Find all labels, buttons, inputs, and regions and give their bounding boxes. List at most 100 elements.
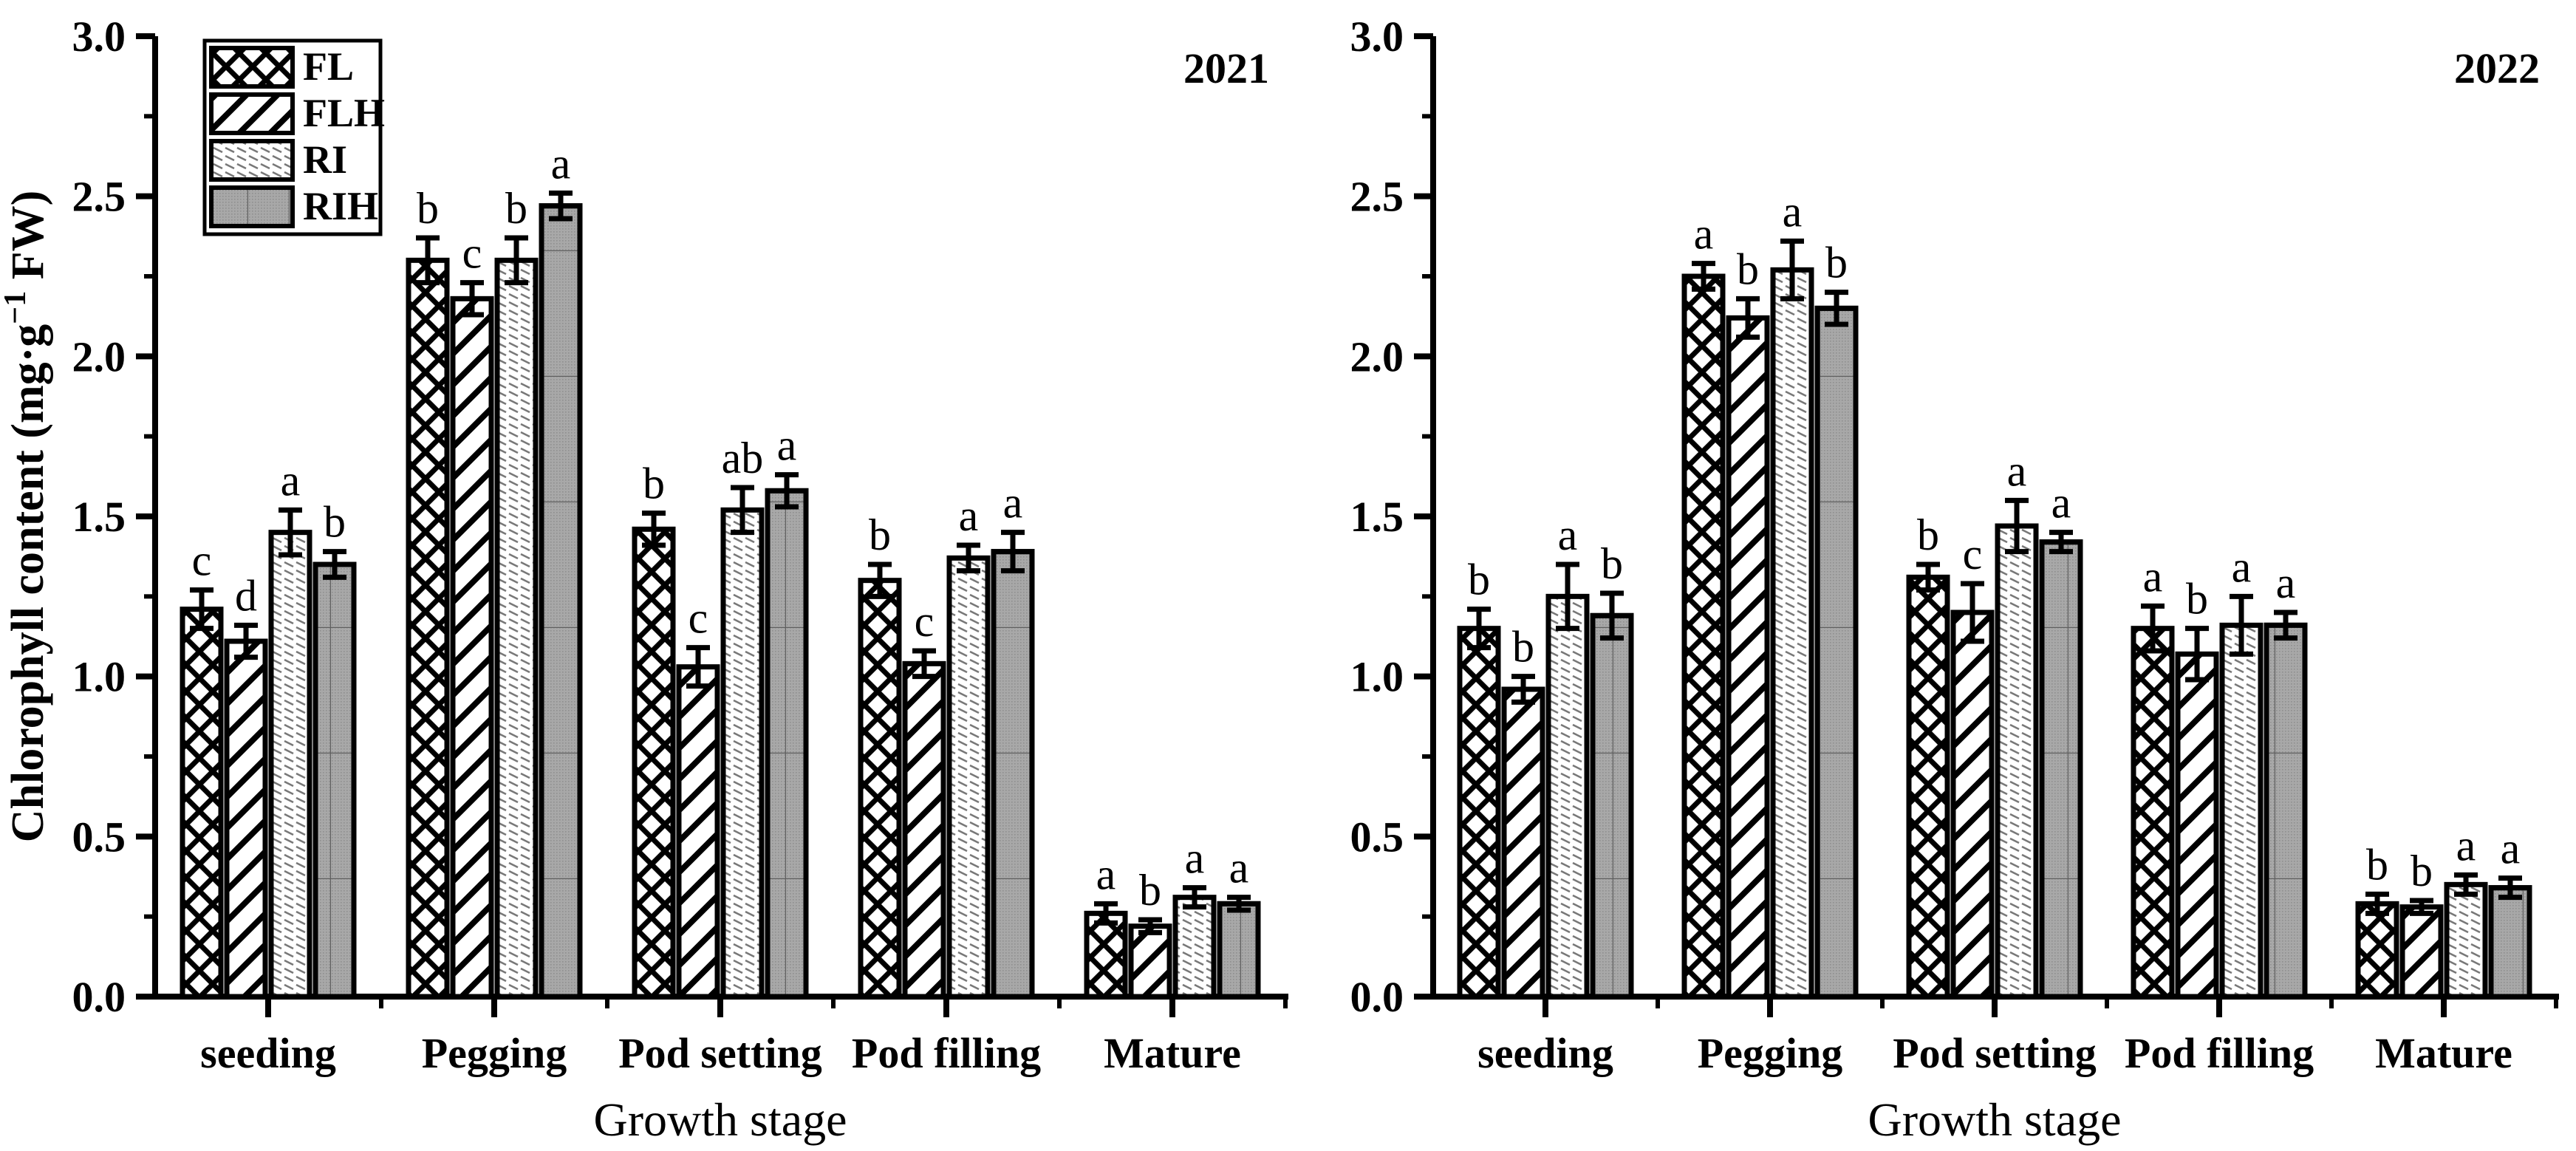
panel-2022: 0.0 0.5 1.0 1.5 2.0 2.5 3.0 seeding Pegging Pod s…: [1350, 13, 2559, 1146]
significance-letter: a: [1185, 834, 1205, 883]
significance-letter: a: [2051, 479, 2071, 527]
bar-FLH-2: [1950, 609, 1995, 1000]
y-tick-label: 1.0: [72, 653, 126, 701]
bar-RI-0: [268, 530, 312, 1000]
bar-grid-overlay: [991, 549, 1035, 1000]
y-tick-label: 3.0: [72, 13, 126, 61]
x-category-label: Mature: [2375, 1029, 2512, 1077]
y-tick-label: 2.0: [1350, 332, 1404, 380]
significance-letter: b: [1468, 556, 1490, 604]
significance-letter: a: [551, 139, 571, 188]
x-axis-title: Growth stage: [1868, 1093, 2121, 1146]
y-tick-label: 2.5: [1350, 173, 1404, 221]
bar-FLH-1: [1726, 315, 1770, 1000]
bar-RI-2: [720, 507, 765, 1000]
significance-letter: a: [1003, 479, 1023, 527]
bar-FLH-1: [450, 296, 494, 1000]
x-category-label: Pod filling: [2125, 1029, 2314, 1077]
legend-swatch-RI: [209, 139, 295, 182]
y-tick-label: 1.5: [72, 493, 126, 541]
legend-label-FLH: FLH: [303, 91, 385, 135]
bar-grid-overlay: [765, 488, 809, 1000]
bar-RI-2: [1995, 523, 2039, 1000]
legend-label-RIH: RIH: [303, 184, 378, 228]
significance-letter: ab: [722, 434, 764, 482]
legend-label-RI: RI: [303, 137, 347, 182]
significance-letter: b: [869, 510, 891, 559]
significance-letter: b: [1917, 510, 1939, 559]
significance-letter: b: [324, 498, 346, 547]
bar-FL-2: [1906, 574, 1950, 1000]
significance-letter: c: [462, 229, 482, 278]
legend-label-FL: FL: [303, 44, 354, 89]
y-tick-label: 0.0: [72, 973, 126, 1021]
y-tick-label: 0.5: [1350, 813, 1404, 861]
bar-grid-overlay: [1814, 305, 1859, 1000]
year-label: 2021: [1183, 44, 1269, 92]
significance-letter: b: [1139, 866, 1161, 915]
bar-FL-2: [632, 526, 676, 1000]
legend-swatch-FLH: [209, 92, 295, 135]
significance-letter: a: [1783, 187, 1803, 236]
x-category-label: Pod setting: [618, 1029, 822, 1077]
bar-RI-3: [946, 555, 991, 1000]
significance-letter: b: [417, 184, 439, 233]
x-axis-title: Growth stage: [593, 1093, 847, 1146]
bar-FLH-3: [2175, 651, 2219, 1000]
year-label: 2022: [2454, 44, 2540, 92]
significance-letter: c: [192, 536, 212, 585]
bar-grid-overlay: [312, 561, 357, 1000]
significance-letter: a: [1694, 210, 1714, 259]
bar-RI-3: [2219, 622, 2264, 1000]
significance-letter: b: [1512, 623, 1534, 672]
significance-letter: a: [2456, 821, 2476, 870]
bar-FL-4: [1084, 910, 1128, 1000]
significance-letter: a: [1558, 510, 1578, 559]
bar-FLH-4: [2399, 904, 2444, 1000]
significance-letter: a: [2276, 559, 2296, 607]
bar-FL-0: [1457, 626, 1501, 1000]
significance-letter: b: [505, 184, 527, 233]
significance-letter: b: [2366, 840, 2388, 889]
significance-letter: a: [2007, 446, 2027, 495]
significance-letter: a: [959, 491, 979, 540]
legend-swatch-FL: [209, 46, 295, 89]
bar-RI-1: [1770, 267, 1814, 1000]
bar-FL-1: [1681, 273, 1726, 1000]
bar-RI-4: [2444, 881, 2488, 1000]
significance-letter: b: [2186, 575, 2208, 624]
x-category-label: Pod setting: [1893, 1029, 2097, 1077]
significance-letter: d: [235, 571, 257, 620]
bar-grid-overlay: [2488, 885, 2532, 1000]
bar-grid-overlay: [1217, 901, 1261, 1000]
bar-grid-overlay: [2039, 539, 2083, 1000]
panel-2021: 0.0 0.5 1.0 1.5 2.0 2.5 3.0 seeding Pegging Pod s…: [0, 13, 1288, 1146]
y-tick-label: 2.0: [72, 332, 126, 380]
significance-letter: c: [689, 594, 708, 643]
significance-letter: b: [1737, 245, 1759, 293]
bar-FLH-0: [1501, 686, 1545, 1000]
x-category-label: seeding: [1477, 1029, 1613, 1077]
significance-letter: a: [2143, 552, 2163, 601]
y-tick-label: 3.0: [1350, 13, 1404, 61]
significance-letter: a: [1096, 850, 1116, 898]
y-tick-label: 1.0: [1350, 653, 1404, 701]
bar-FL-1: [406, 257, 450, 1000]
significance-letter: c: [1963, 530, 1983, 578]
significance-letter: a: [2232, 542, 2252, 591]
y-tick-label: 0.0: [1350, 973, 1404, 1021]
significance-letter: b: [1825, 239, 1848, 287]
bar-FL-4: [2355, 901, 2399, 1000]
x-category-label: Pegging: [422, 1029, 567, 1077]
y-tick-label: 1.5: [1350, 493, 1404, 541]
bar-FLH-4: [1128, 923, 1172, 1000]
bar-FL-0: [180, 607, 224, 1000]
significance-letter: c: [915, 597, 935, 646]
bar-grid-overlay: [1590, 612, 1634, 1000]
y-tick-label: 0.5: [72, 813, 126, 861]
x-category-label: Mature: [1104, 1029, 1241, 1077]
bar-grid-overlay: [2264, 622, 2308, 1000]
significance-letter: a: [281, 456, 301, 505]
